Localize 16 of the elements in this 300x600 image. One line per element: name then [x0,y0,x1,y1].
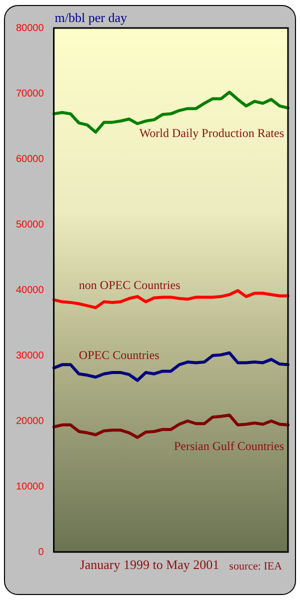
series-label: Persian Gulf Countries [174,439,284,454]
chart-title: m/bbl per day [54,10,128,25]
y-tick-label: 60000 [16,154,44,165]
y-tick-label: 30000 [16,350,44,362]
x-axis-title: January 1999 to May 2001 [80,556,220,572]
y-tick-label: 50000 [16,219,44,230]
source-note: source: IEA [229,560,282,572]
y-tick-label: 10000 [16,481,44,492]
series-label: World Daily Production Rates [139,126,284,140]
y-tick-label: 40000 [16,284,44,296]
y-tick-label: 80000 [16,22,44,34]
series-label: OPEC Countries [78,348,160,362]
series-label: non OPEC Countries [78,278,181,292]
y-tick-label: 70000 [16,88,44,100]
y-tick-label: 20000 [16,416,44,427]
y-tick-label: 0 [38,546,44,558]
